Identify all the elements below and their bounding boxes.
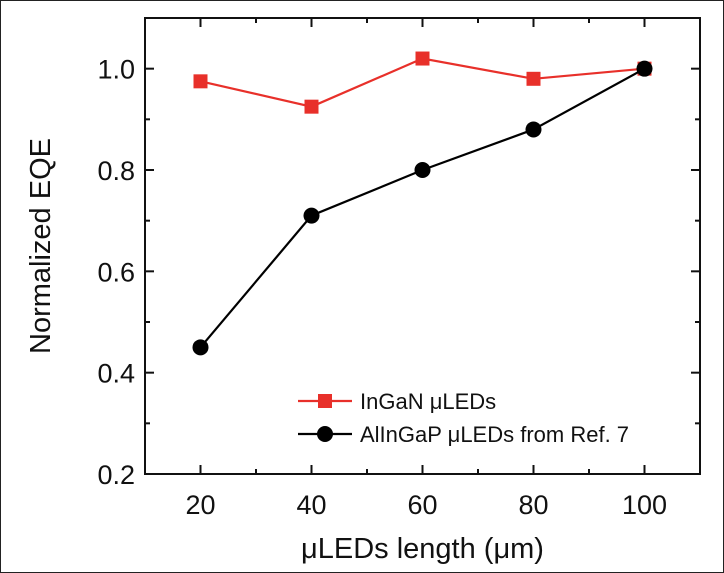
x-tick-label: 40: [296, 490, 326, 520]
x-tick-label: 100: [622, 490, 667, 520]
tick-labels: 20 40 60 80 100 0.2 0.4 0.6 0.8 1.0: [97, 55, 667, 520]
data-point: [303, 207, 320, 224]
tick-marks: [144, 17, 701, 475]
series-group: [192, 51, 653, 356]
legend: InGaN μLEDs AlInGaP μLEDs from Ref. 7: [298, 389, 629, 447]
legend-marker: [317, 426, 333, 442]
data-point: [192, 339, 209, 356]
x-tick-label: 80: [518, 490, 548, 520]
y-tick-label: 1.0: [97, 55, 135, 85]
y-tick-label: 0.4: [97, 359, 135, 389]
legend-entry: InGaN μLEDs: [298, 389, 496, 414]
data-point: [636, 60, 653, 77]
data-point: [526, 71, 541, 86]
x-axis-title: μLEDs length (μm): [301, 533, 544, 565]
data-point: [304, 99, 319, 114]
data-point: [193, 74, 208, 89]
series-2: [192, 60, 653, 356]
series-line: [200, 57, 645, 108]
x-tick-label: 20: [185, 490, 215, 520]
x-tick-label: 60: [407, 490, 437, 520]
y-tick-label: 0.8: [97, 156, 135, 186]
legend-marker: [318, 394, 332, 408]
series-1: [193, 51, 652, 114]
legend-label: AlInGaP μLEDs from Ref. 7: [360, 422, 629, 447]
data-point: [414, 162, 431, 178]
series-line: [199, 67, 646, 349]
data-point: [415, 51, 430, 66]
legend-entry: AlInGaP μLEDs from Ref. 7: [298, 422, 629, 447]
y-axis-title: Normalized EQE: [25, 138, 57, 354]
legend-label: InGaN μLEDs: [360, 389, 496, 414]
y-tick-label: 0.2: [97, 460, 135, 490]
data-point: [525, 121, 542, 138]
y-tick-label: 0.6: [97, 257, 135, 287]
